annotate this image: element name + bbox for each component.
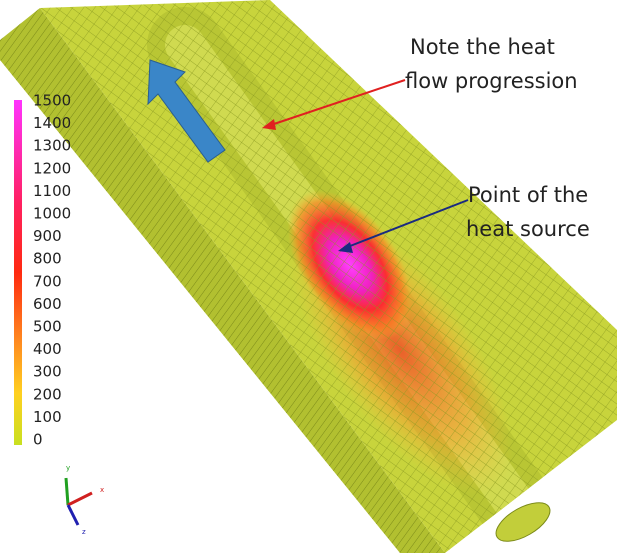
colorbar-label: 300 [33, 363, 62, 381]
axis-label: z [82, 528, 86, 536]
axis-y [64, 477, 70, 506]
flow-arrow [147, 59, 226, 163]
pointer-blue [344, 199, 469, 249]
colorbar-label: 1000 [33, 205, 71, 223]
note-text: Point of the [468, 183, 588, 207]
note-text: Note the heat [410, 35, 555, 59]
colorbar-label: 200 [33, 385, 62, 403]
pointer-red-head [262, 119, 276, 130]
pointer-blue-head [338, 242, 353, 253]
beam-mesh [40, 0, 617, 553]
note-text: heat source [466, 217, 590, 241]
axis-x [67, 491, 93, 507]
colorbar-label: 1300 [33, 137, 71, 155]
beam-side-mesh [0, 8, 445, 553]
colorbar-label: 1400 [33, 114, 71, 132]
colorbar-label: 0 [33, 431, 43, 449]
colorbar-label: 500 [33, 318, 62, 336]
bead-end [495, 502, 551, 542]
colorbar-label: 1200 [33, 159, 71, 177]
colorbar-label: 800 [33, 250, 62, 268]
colorbar-label: 400 [33, 340, 62, 358]
axis-label: x [100, 486, 104, 494]
colorbar [14, 100, 22, 445]
colorbar-label: 900 [33, 227, 62, 245]
colorbar-label: 100 [33, 408, 62, 426]
note-text: flow progression [405, 69, 578, 93]
colorbar-label: 700 [33, 272, 62, 290]
colorbar-label: 1500 [33, 92, 71, 110]
axis-label: y [66, 464, 70, 472]
pointer-red [267, 79, 406, 127]
axis-z [66, 504, 80, 526]
colorbar-label: 600 [33, 295, 62, 313]
colorbar-label: 1100 [33, 182, 71, 200]
